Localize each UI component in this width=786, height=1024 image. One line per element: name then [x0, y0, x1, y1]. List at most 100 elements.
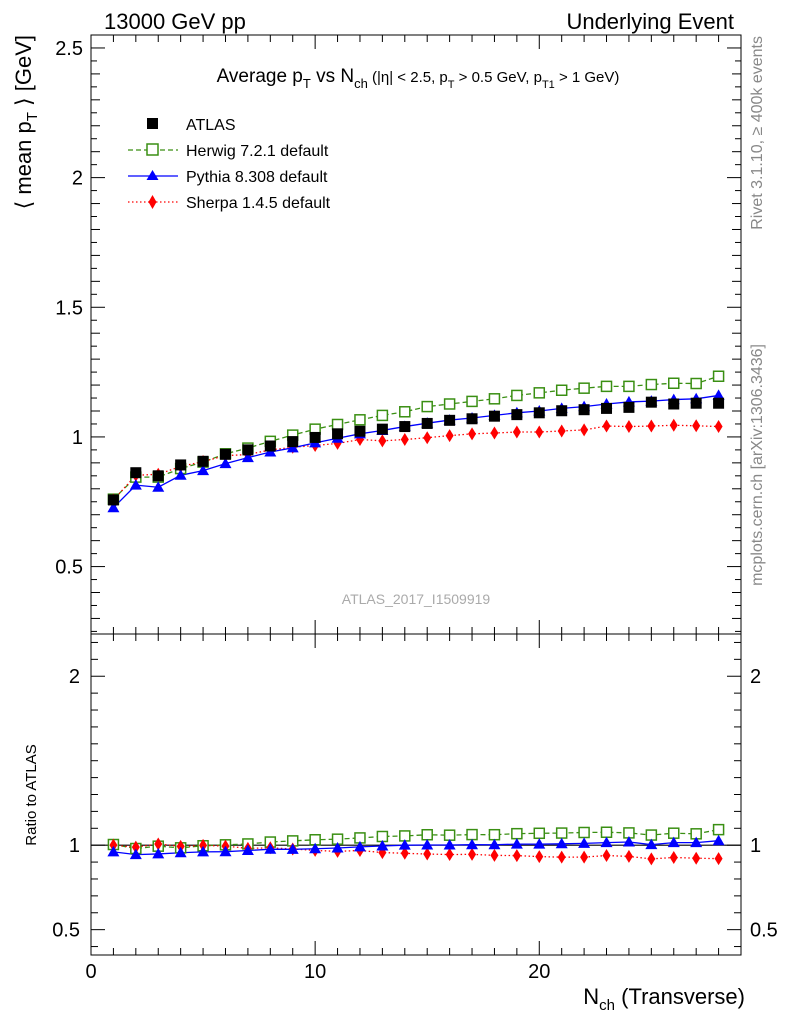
ratio-point-pythia [645, 838, 658, 850]
y-tick-label: 0.5 [55, 557, 83, 579]
point-atlas [623, 401, 635, 413]
point-atlas [645, 396, 657, 408]
point-herwig [399, 406, 411, 418]
point-atlas [601, 402, 613, 414]
ratio-point-herwig [712, 823, 725, 836]
point-atlas [219, 448, 231, 460]
point-herwig [466, 395, 478, 408]
point-herwig [443, 398, 456, 410]
ylabel-part-b: ⟩ [GeV] [11, 35, 36, 112]
point-sherpa [490, 426, 499, 440]
point-atlas [242, 444, 254, 456]
ratio-point-sherpa [647, 852, 656, 866]
point-sherpa [512, 425, 521, 439]
series-line-sherpa [112, 424, 719, 501]
ratio-line-herwig [113, 828, 719, 850]
ratio-point-pythia [667, 836, 680, 848]
point-herwig [578, 382, 590, 394]
point-sherpa [423, 431, 432, 445]
x-tick-label: 20 [528, 961, 550, 983]
ratio-point-sherpa [154, 837, 163, 851]
point-herwig [623, 380, 635, 393]
legend-entry-atlas: ATLAS [147, 117, 236, 134]
point-herwig [600, 380, 613, 393]
ratio-point-pythia [622, 835, 635, 847]
ratio-point-sherpa [176, 839, 185, 853]
xlabel-part-b: (Transverse) [615, 984, 745, 1009]
axes: 0 10 20 0.5 1 1.5 2 2.5 0.5 0.5 1 1 2 2 [52, 34, 778, 983]
legend-marker-pythia [146, 170, 159, 180]
title-part-c: (|η| < 2.5, p [368, 69, 448, 86]
point-pythia [241, 451, 254, 463]
legend-label-pythia: Pythia 8.308 default [186, 169, 328, 186]
ratio-point-herwig [578, 826, 590, 839]
ratio-point-sherpa [714, 852, 723, 866]
ratio-point-pythia [197, 845, 210, 857]
title-sub-b: ch [354, 76, 368, 91]
ratio-point-herwig [421, 828, 433, 841]
ratio-point-pythia [107, 845, 120, 857]
point-sherpa [400, 433, 409, 447]
ratio-point-sherpa [400, 846, 409, 860]
ylabel-part-a: ⟨ mean p [11, 121, 36, 209]
legend-marker-herwig [146, 143, 159, 156]
point-sherpa [624, 420, 633, 434]
ratio-panel-frame [90, 633, 742, 956]
legend-marker-sherpa [148, 195, 157, 209]
ratio-point-sherpa [109, 838, 118, 852]
point-sherpa [535, 425, 544, 439]
point-pythia [219, 457, 232, 469]
ratio-point-pythia [555, 837, 568, 849]
xlabel-part-a: N [583, 984, 599, 1009]
title-part-b: vs N [311, 66, 354, 87]
legend-entry-pythia: Pythia 8.308 default [128, 169, 328, 186]
ratio-y-tick-label-right: 2 [750, 666, 761, 688]
legend-label-atlas: ATLAS [186, 117, 236, 134]
point-atlas [354, 425, 366, 437]
y-tick-label: 2.5 [55, 38, 83, 60]
x-tick-label: 10 [304, 961, 326, 983]
ratio-point-pythia [264, 843, 277, 854]
point-pythia [129, 479, 142, 490]
point-atlas [197, 455, 209, 467]
ratio-point-sherpa [468, 847, 477, 861]
point-atlas [488, 410, 500, 422]
point-atlas [511, 409, 523, 421]
ratio-point-sherpa [445, 848, 454, 862]
point-herwig [533, 387, 546, 399]
ratio-point-pythia [309, 842, 322, 854]
ratio-line-sherpa [113, 843, 719, 860]
ratio-point-sherpa [669, 850, 678, 864]
point-sherpa [445, 429, 454, 443]
ratio-y-tick-label: 0.5 [52, 920, 80, 942]
point-atlas [309, 431, 321, 443]
point-herwig [555, 384, 568, 397]
ratio-point-sherpa [580, 850, 589, 864]
point-pythia [107, 501, 120, 513]
data-series [107, 370, 725, 513]
point-atlas [466, 413, 478, 425]
point-sherpa [580, 423, 589, 437]
ratio-point-sherpa [199, 838, 208, 852]
point-atlas [152, 470, 164, 482]
ratio-point-pythia [421, 839, 434, 850]
legend: ATLAS Herwig 7.2.1 default Pythia 8.308 … [128, 117, 331, 212]
point-atlas [264, 440, 276, 452]
ratio-point-pythia [488, 838, 501, 850]
header-left: 13000 GeV pp [104, 9, 246, 34]
title-part-d: > 0.5 GeV, p [455, 69, 542, 86]
ratio-y-tick-label-right: 0.5 [750, 920, 778, 942]
ratio-point-sherpa [624, 849, 633, 863]
point-atlas [556, 405, 568, 417]
ratio-point-pythia [533, 838, 546, 849]
point-atlas [130, 467, 142, 479]
point-sherpa [669, 418, 678, 432]
ratio-point-herwig [511, 827, 523, 840]
point-pythia [174, 469, 187, 480]
point-atlas [332, 428, 344, 440]
point-atlas [668, 398, 680, 410]
ratio-point-pythia [129, 848, 142, 860]
ratio-point-pythia [353, 840, 366, 852]
point-pythia [152, 481, 165, 492]
point-atlas [107, 494, 119, 506]
